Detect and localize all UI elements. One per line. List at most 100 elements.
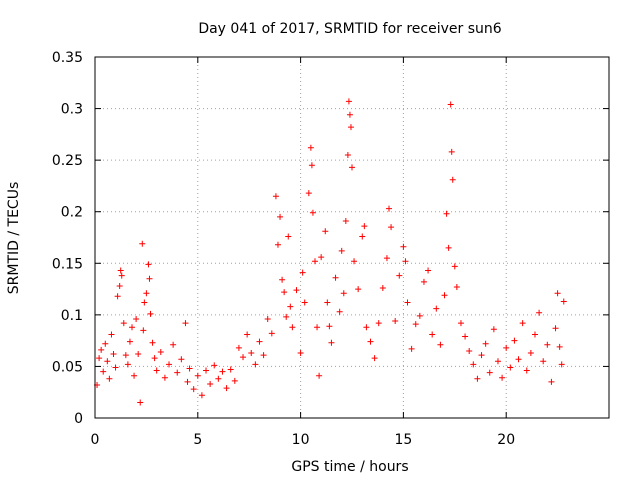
data-point [110,351,117,358]
data-point [287,303,294,310]
data-point [256,338,263,345]
data-point [124,361,131,368]
data-point [507,364,514,371]
data-point [102,340,109,347]
data-point [174,369,181,376]
data-point [301,299,308,306]
data-point [443,210,450,217]
data-point [340,290,347,297]
data-point [274,241,281,248]
data-point [151,355,158,362]
data-point [166,361,173,368]
data-point [114,293,121,300]
data-point [244,331,251,338]
data-point [453,284,460,291]
y-tick-label: 0.2 [61,205,83,221]
data-point [316,372,323,379]
data-point [355,286,362,293]
data-point [141,299,148,306]
data-point [425,267,432,274]
data-point [219,368,226,375]
data-point [515,356,522,363]
data-point [143,290,150,297]
data-point [351,258,358,265]
data-point [412,321,419,328]
data-point [182,320,189,327]
data-point [153,367,160,374]
data-point [140,327,147,334]
data-point [347,124,354,131]
data-point [318,254,325,261]
data-point [126,338,133,345]
data-point [98,346,105,353]
data-point [122,352,129,359]
data-point [523,367,530,374]
data-point [283,313,290,320]
data-point [279,276,286,283]
data-point [344,151,351,158]
data-point [326,323,333,330]
data-point [277,213,284,220]
data-point [178,356,185,363]
data-point [388,224,395,231]
x-axis-label: GPS time / hours [291,459,408,475]
data-point [462,333,469,340]
data-point [396,272,403,279]
data-point [309,209,316,216]
data-point [112,364,119,371]
data-point [445,244,452,251]
data-point [527,350,534,357]
data-point [449,176,456,183]
data-point [207,380,214,387]
data-point [297,350,304,357]
data-point [429,331,436,338]
data-point [117,267,124,274]
y-tick-label: 0.3 [61,102,83,118]
data-point [198,392,205,399]
data-point [345,98,352,105]
data-point [106,375,113,382]
data-point [118,272,125,279]
data-point [433,305,440,312]
y-tick-label: 0.25 [52,153,83,169]
data-point [129,324,136,331]
data-point [536,309,543,316]
data-point [437,341,444,348]
data-point [252,361,259,368]
data-point [170,341,177,348]
data-point [441,292,448,299]
data-point [457,320,464,327]
data-point [490,326,497,333]
data-point [416,312,423,319]
data-point [474,375,481,382]
data-point [223,385,230,392]
data-point [386,205,393,212]
data-point [305,190,312,197]
data-point [215,375,222,382]
data-point [560,298,567,305]
data-point [349,164,355,171]
grid-layer [95,57,609,418]
data-point [314,324,321,331]
data-point [289,324,296,331]
data-point [482,340,489,347]
data-point [558,361,565,368]
data-point [307,144,314,151]
data-point [120,320,127,327]
x-tick-label: 0 [91,432,100,448]
data-point [404,299,411,306]
data-point [194,372,201,379]
data-point [328,339,335,346]
data-point [324,299,331,306]
data-point [311,258,318,265]
data-point [556,343,563,350]
data-point [466,347,473,354]
data-point [332,274,339,281]
data-point [478,352,485,359]
data-point [108,331,115,338]
data-point [268,330,275,337]
data-point [146,275,153,282]
data-point [116,282,123,289]
data-point [157,348,164,355]
